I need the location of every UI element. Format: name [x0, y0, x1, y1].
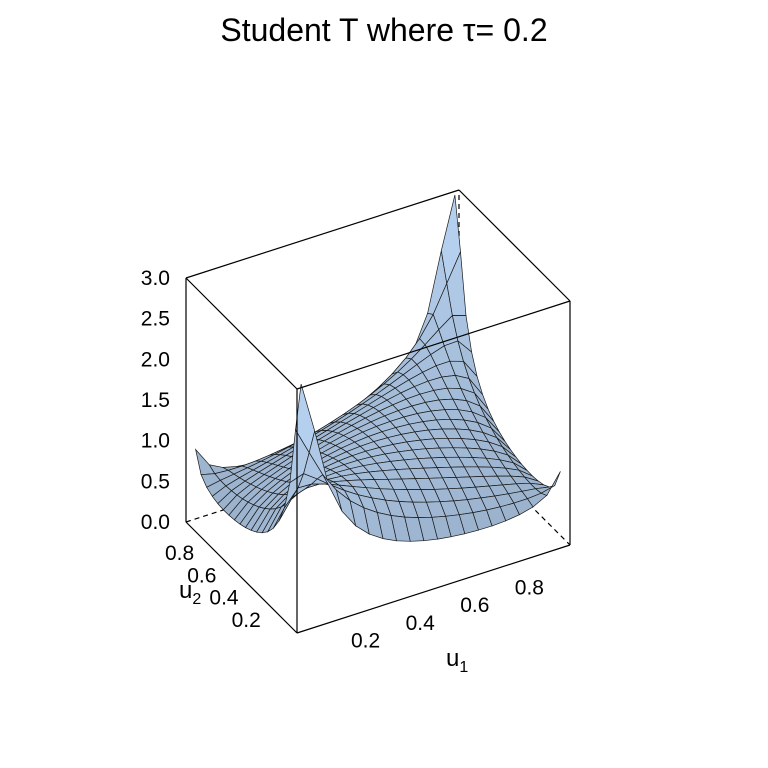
box-edge-top-right: [458, 189, 571, 302]
x-tick-label: 0.8: [515, 577, 544, 600]
z-tick-label: 0.5: [141, 470, 170, 493]
box-edge-bottom-front: [296, 544, 571, 634]
surface-patch: [540, 471, 561, 496]
density-surface: [194, 194, 561, 542]
x-axis-label: u1: [446, 645, 468, 676]
x-tick-label: 0.2: [351, 629, 380, 652]
z-tick-label: 3.0: [141, 267, 170, 290]
box-edge-bottom-left: [185, 521, 298, 634]
box-edge-top-back: [185, 189, 460, 279]
y-tick-label: 0.8: [165, 542, 194, 565]
z-tick-label: 2.0: [141, 348, 170, 371]
axis-ticks: 0.00.51.01.52.02.53.00.20.40.60.80.20.40…: [141, 267, 544, 652]
box-edge-top-left: [185, 277, 298, 390]
box-edge-bottom-back-right: [458, 433, 571, 546]
z-tick-label: 2.5: [141, 308, 170, 331]
z-tick-label: 1.0: [141, 430, 170, 453]
x-tick-label: 0.4: [406, 612, 436, 635]
surface-patch: [194, 448, 216, 476]
z-tick-label: 1.5: [141, 389, 170, 412]
box-front-edges: [185, 189, 571, 634]
box-edge-top-front: [296, 300, 571, 390]
y-tick-label: 0.6: [187, 564, 216, 587]
y-axis-label: u2: [179, 577, 201, 608]
y-tick-label: 0.4: [209, 587, 239, 610]
z-tick-label: 0.0: [141, 511, 170, 534]
chart-title: Student T where τ= 0.2: [220, 12, 548, 48]
y-tick-label: 0.2: [232, 609, 261, 632]
x-tick-label: 0.6: [460, 594, 489, 617]
